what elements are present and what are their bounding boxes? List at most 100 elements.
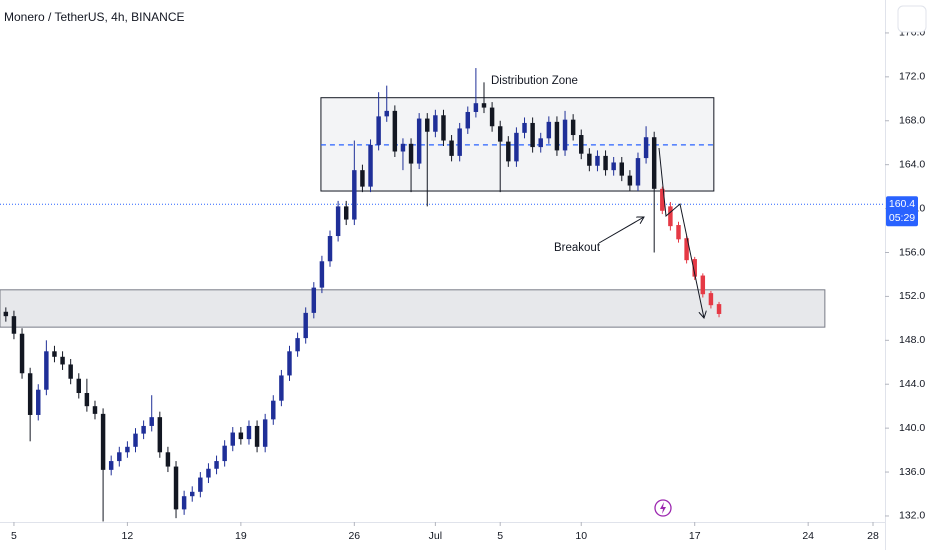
candle-body [497,126,503,142]
candle-body [643,137,649,159]
candle-body [716,304,722,314]
candle-body [408,143,414,164]
candle-body [611,162,616,171]
last-price-label: 160.4 [889,198,915,210]
candle-body [506,141,511,162]
candle-body [125,446,130,453]
candle-body [587,153,592,166]
candle-body [254,425,260,447]
candle-body [141,425,146,434]
x-tick-label: 5 [497,530,503,542]
candle-body [271,400,276,420]
y-tick-label: 132.0 [899,510,925,522]
y-tick-label: 148.0 [899,334,925,346]
candle-body [352,170,357,220]
candle-body [400,143,406,152]
candle-body [222,445,227,462]
candle-body [19,333,25,374]
y-tick-label: 164.0 [899,158,925,170]
lines-layer [0,144,885,205]
y-tick-label: 136.0 [899,466,925,478]
x-tick-label: 10 [575,530,587,542]
x-tick-label: Jul [429,530,442,542]
candle-body [441,115,446,141]
candle-body [165,452,171,467]
candle-body [635,158,641,186]
candle-body [514,132,519,162]
candle-body [708,293,714,306]
candle-body [668,206,673,227]
candle-body [60,356,65,365]
candle-body [52,351,57,357]
candle-body [595,155,600,166]
event-icon[interactable] [654,499,672,517]
candle-body [327,236,333,262]
candle-body [700,275,706,295]
candle-body [433,115,438,132]
candle-body [76,378,82,394]
candle-body [133,433,138,447]
candle-body [481,103,487,108]
y-tick-label: 168.0 [899,115,925,127]
candle-body [562,119,568,151]
distribution-zone-label: Distribution Zone [491,75,578,87]
candle-body [457,128,462,156]
last-price-box [886,196,918,227]
candle-body [651,137,657,189]
candle-body [449,140,454,156]
candle-body [214,461,219,469]
candle-body [684,238,689,261]
candle-body [619,162,624,176]
candle-body [279,375,284,401]
x-tick-label: 5 [11,530,17,542]
candle-body [579,135,584,154]
candle-body [319,261,325,288]
candle-body [627,175,633,186]
candle-body [425,118,430,132]
candle-body [692,259,697,277]
candle-body [84,393,90,407]
candle-body [343,206,349,220]
candle-body [190,491,195,497]
x-tick-label: 24 [802,530,814,542]
candle-body [376,116,381,145]
x-tick-label: 26 [348,530,360,542]
candle-body [68,364,73,379]
candle-body [100,413,106,470]
candle-body [173,466,179,510]
candle-body [27,373,33,415]
projection-path [658,147,704,318]
y-tick-label: 172.0 [899,71,925,83]
candle-body [368,144,373,187]
zone [0,289,826,328]
y-tick-label: 144.0 [899,378,925,390]
candles-layer [3,68,722,522]
breakout-arrow [598,217,644,244]
candle-body [554,121,560,151]
y-tick-label: 140.0 [899,422,925,434]
candle-body [246,425,252,440]
settings-button[interactable] [897,5,927,33]
candle-body [287,351,292,376]
candle-body [392,110,398,152]
candle-body [522,122,527,133]
x-tick-label: 28 [867,530,879,542]
candle-body [546,121,552,139]
candle-body [303,312,308,339]
candle-body [92,406,98,414]
candle-body [530,122,535,148]
candle-body [206,468,211,478]
y-tick-label: 156.0 [899,246,925,258]
candle-body [181,496,187,510]
candle-body [538,138,543,148]
candle-body [416,118,422,164]
candle-body [384,110,389,117]
candle-body [44,351,49,390]
candle-body [36,389,41,415]
candle-body [311,287,317,313]
candle-body [676,225,681,240]
y-tick-label: 152.0 [899,290,925,302]
candle-body [473,103,479,112]
candle-body [465,111,471,129]
